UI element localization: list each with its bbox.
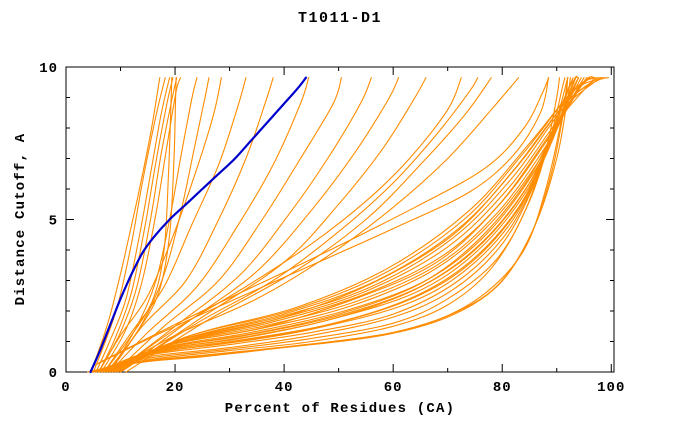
x-tick-label: 80 — [493, 380, 512, 396]
x-axis-label: Percent of Residues (CA) — [224, 401, 456, 417]
model-curve — [117, 77, 610, 373]
model-curve — [92, 77, 166, 373]
y-axis-label: Distance Cutoff, A — [13, 132, 29, 306]
model-curve — [100, 77, 582, 373]
model-curve — [92, 77, 569, 373]
model-curve — [89, 77, 161, 373]
x-tick-label: 100 — [597, 380, 625, 396]
model-curve — [95, 77, 580, 373]
model-curve — [114, 77, 462, 373]
model-curve — [98, 77, 222, 373]
model-curve — [109, 77, 210, 373]
model-curve — [92, 77, 550, 367]
model-curve — [125, 77, 492, 373]
model-curve — [109, 77, 310, 373]
y-tick-label: 0 — [49, 366, 58, 382]
x-tick-label: 20 — [166, 380, 185, 396]
model-curve — [87, 77, 569, 373]
x-tick-label: 0 — [61, 380, 70, 396]
model-curve — [119, 77, 400, 373]
model-curve — [119, 77, 479, 373]
model-curve — [114, 77, 342, 373]
model-curve — [109, 77, 274, 373]
x-tick-label: 40 — [275, 380, 294, 396]
model-curve — [119, 77, 427, 373]
y-tick-label: 5 — [49, 214, 58, 230]
model-curve — [95, 77, 171, 373]
x-tick-label: 60 — [384, 380, 403, 396]
y-tick-label: 10 — [39, 61, 58, 77]
model-curve — [98, 77, 174, 373]
model-curve — [98, 77, 550, 364]
model-curve — [109, 76, 596, 373]
model-curve — [111, 77, 599, 373]
model-curve — [103, 77, 247, 373]
plot-frame — [65, 66, 615, 373]
chart-title: T1011-D1 — [297, 10, 382, 27]
model-curve — [98, 77, 178, 373]
model-curve — [98, 77, 577, 373]
highlight-model-curve — [89, 76, 307, 374]
model-curve — [106, 77, 591, 373]
